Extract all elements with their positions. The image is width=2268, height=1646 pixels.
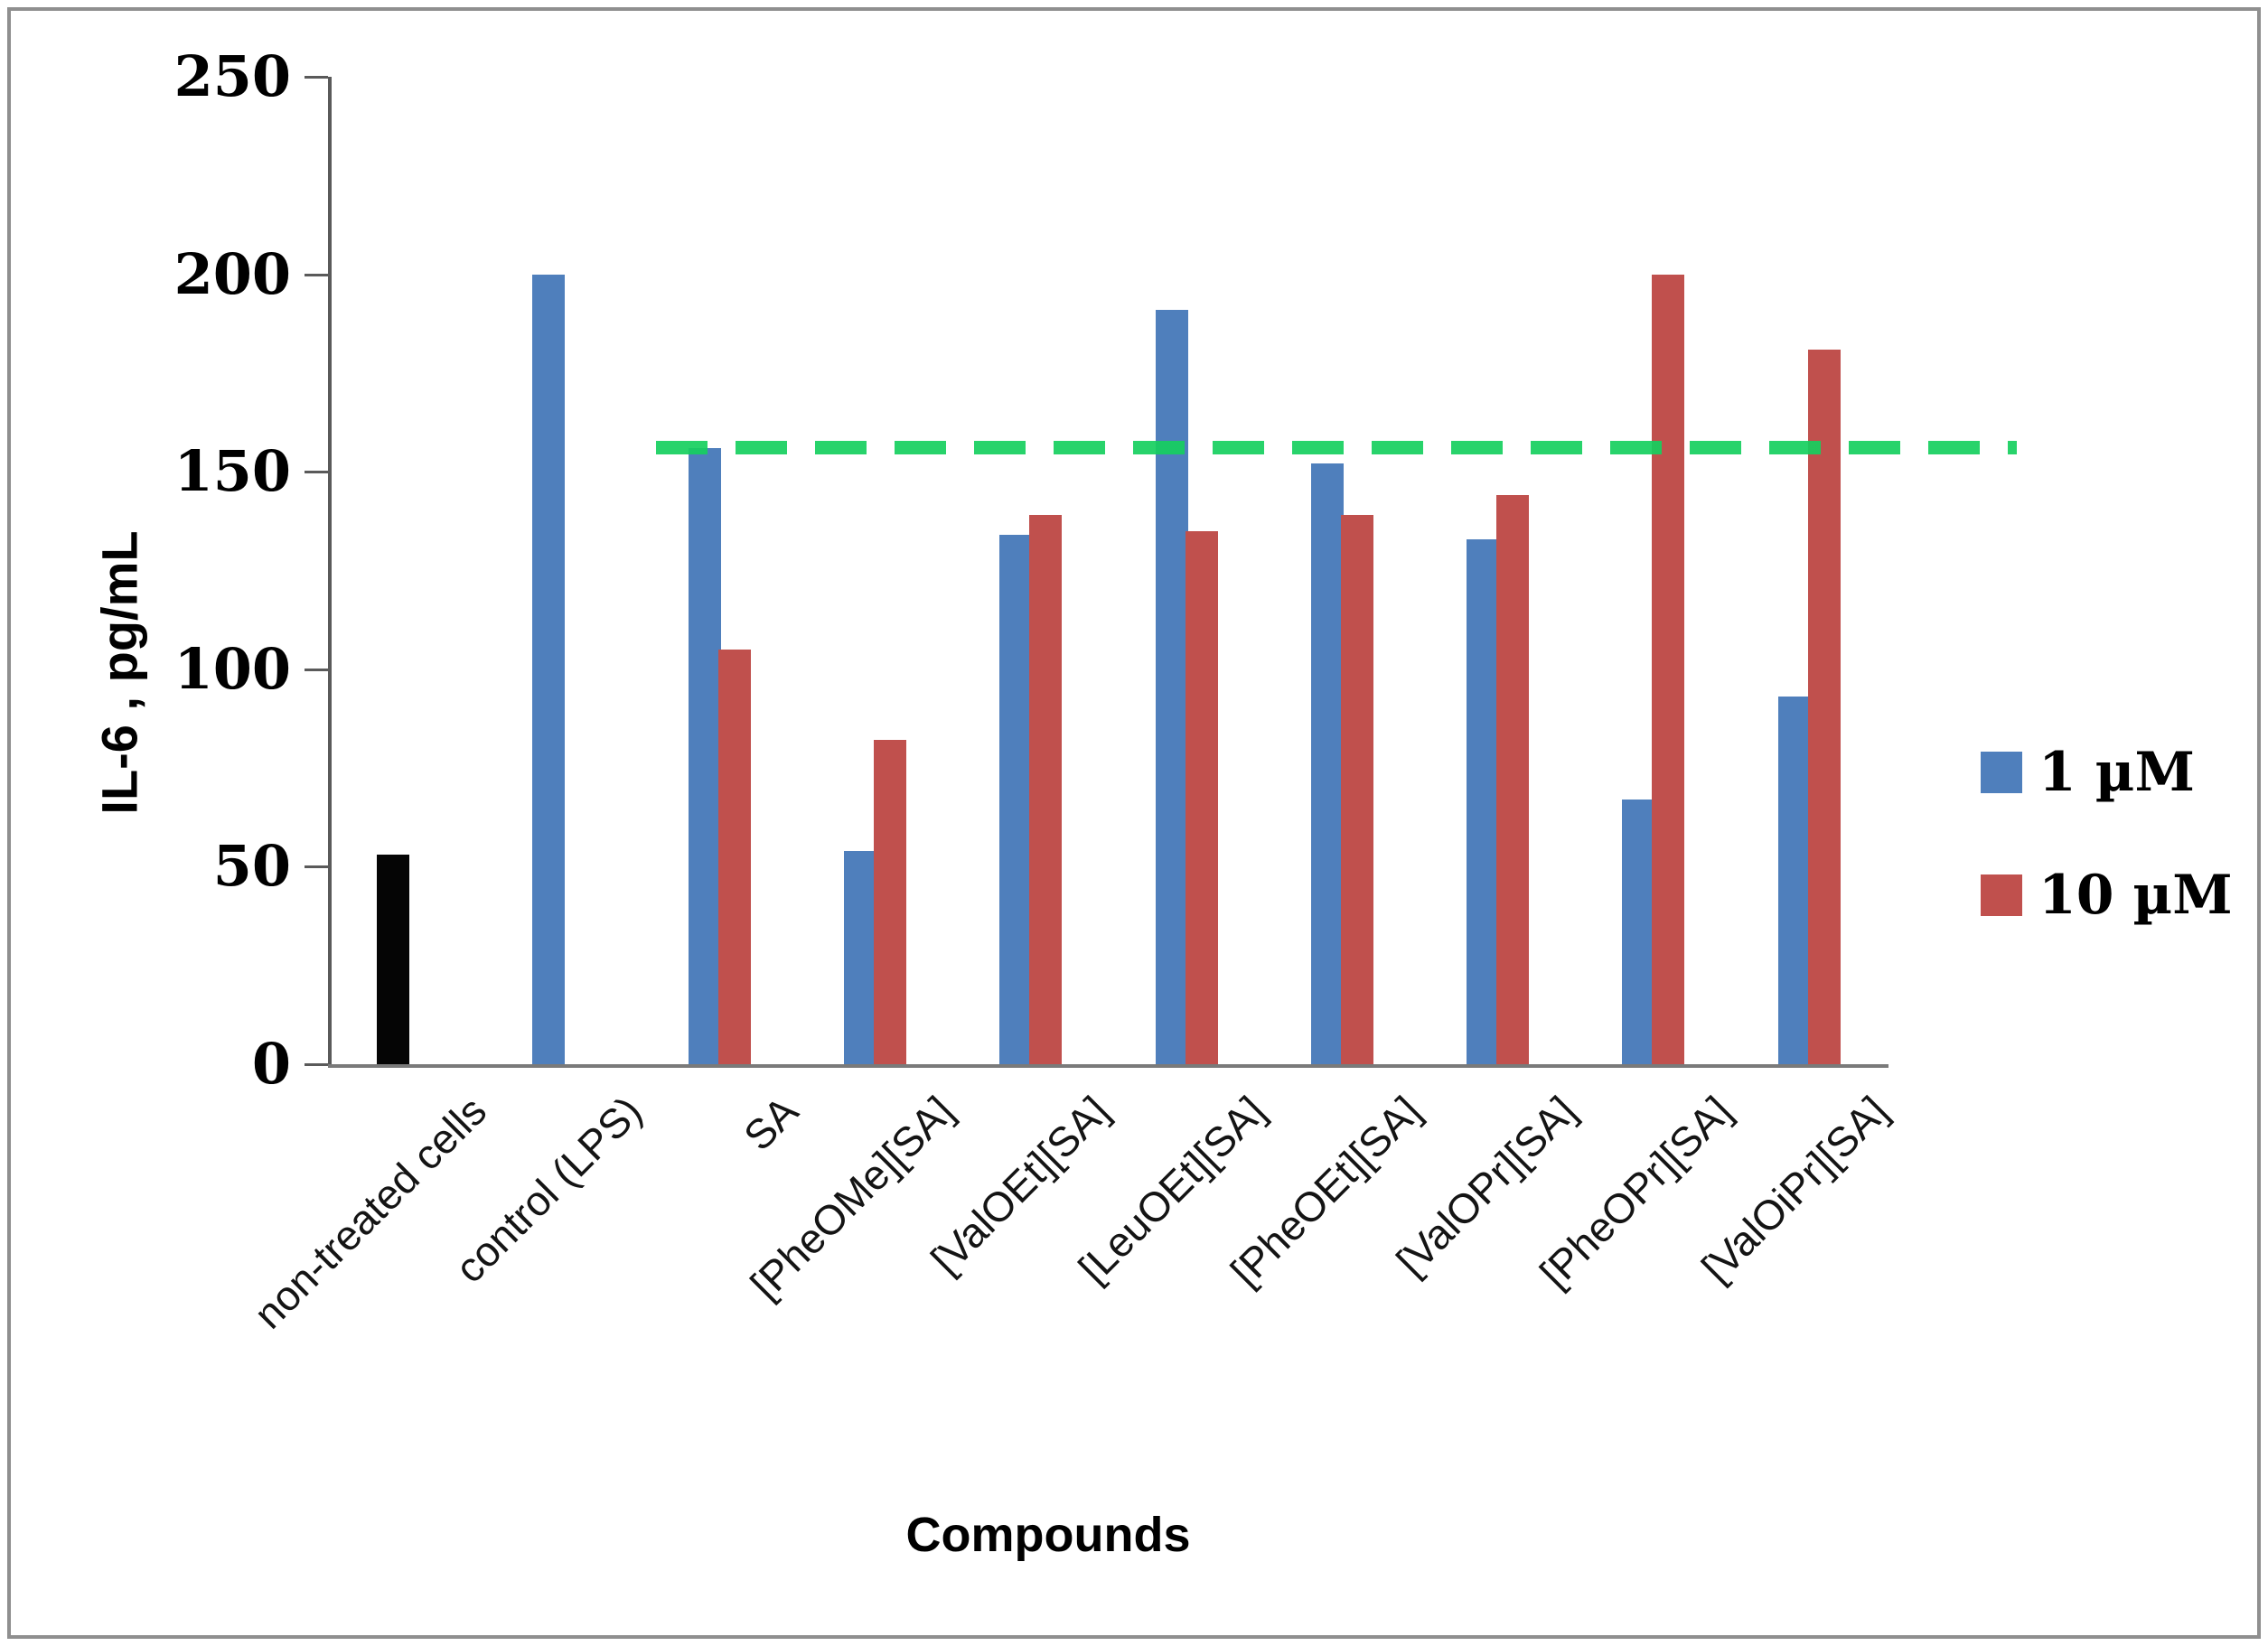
y-axis-title: IL-6 , pg/mL (90, 530, 148, 815)
bar-1uM-ValOEt-SA (999, 535, 1033, 1064)
y-axis-line (328, 77, 332, 1068)
y-tick-label: 0 (251, 1031, 291, 1097)
x-axis-title: Compounds (905, 1508, 1191, 1562)
y-tick-label: 100 (173, 635, 291, 702)
y-tick-mark (305, 273, 328, 276)
legend-item-1uM: 1 µM (1981, 741, 2233, 804)
bar-1uM-ValOPr-SA (1467, 538, 1500, 1064)
legend: 1 µM 10 µM (1981, 741, 2233, 987)
x-axis-line (328, 1064, 1888, 1068)
bar-1uM-PheOPr-SA (1622, 800, 1655, 1064)
y-tick-label: 150 (173, 438, 291, 505)
legend-label-1uM: 1 µM (2038, 741, 2195, 804)
bar-10uM-LeuOEt-SA (1185, 530, 1218, 1064)
y-tick-label: 200 (173, 240, 291, 307)
bar-1uM-control-LPS (532, 274, 566, 1064)
bar-10uM-ValOPr-SA (1496, 495, 1530, 1064)
legend-swatch-1uM (1981, 752, 2022, 793)
legend-swatch-10uM (1981, 874, 2022, 916)
bar-1uM-LeuOEt-SA (1155, 309, 1188, 1064)
y-tick-mark (305, 865, 328, 869)
bar-1uM-ValOiPr-SA (1777, 697, 1811, 1064)
bar-1uM-non-treated-cells (377, 855, 409, 1064)
y-tick-mark (305, 76, 328, 79)
legend-item-10uM: 10 µM (1981, 864, 2233, 927)
bar-10uM-ValOiPr-SA (1807, 349, 1841, 1064)
bar-10uM-PheOEt-SA (1340, 515, 1373, 1064)
bar-1uM-PheOEt-SA (1310, 463, 1344, 1064)
y-tick-label: 50 (212, 833, 291, 900)
bar-10uM-ValOEt-SA (1029, 515, 1063, 1064)
y-tick-mark (305, 1063, 328, 1066)
figure-border (7, 7, 2261, 1639)
legend-label-10uM: 10 µM (2038, 864, 2233, 927)
reference-dashed-line (656, 441, 2017, 455)
y-tick-label: 250 (173, 43, 291, 109)
bar-10uM-PheOPr-SA (1652, 274, 1685, 1064)
bar-10uM-SA (717, 649, 751, 1064)
bar-10uM-PheOMe-SA (873, 740, 906, 1064)
bar-1uM-PheOMe-SA (843, 850, 876, 1064)
y-tick-mark (305, 471, 328, 474)
bar-1uM-SA (688, 447, 721, 1064)
y-tick-mark (305, 668, 328, 671)
